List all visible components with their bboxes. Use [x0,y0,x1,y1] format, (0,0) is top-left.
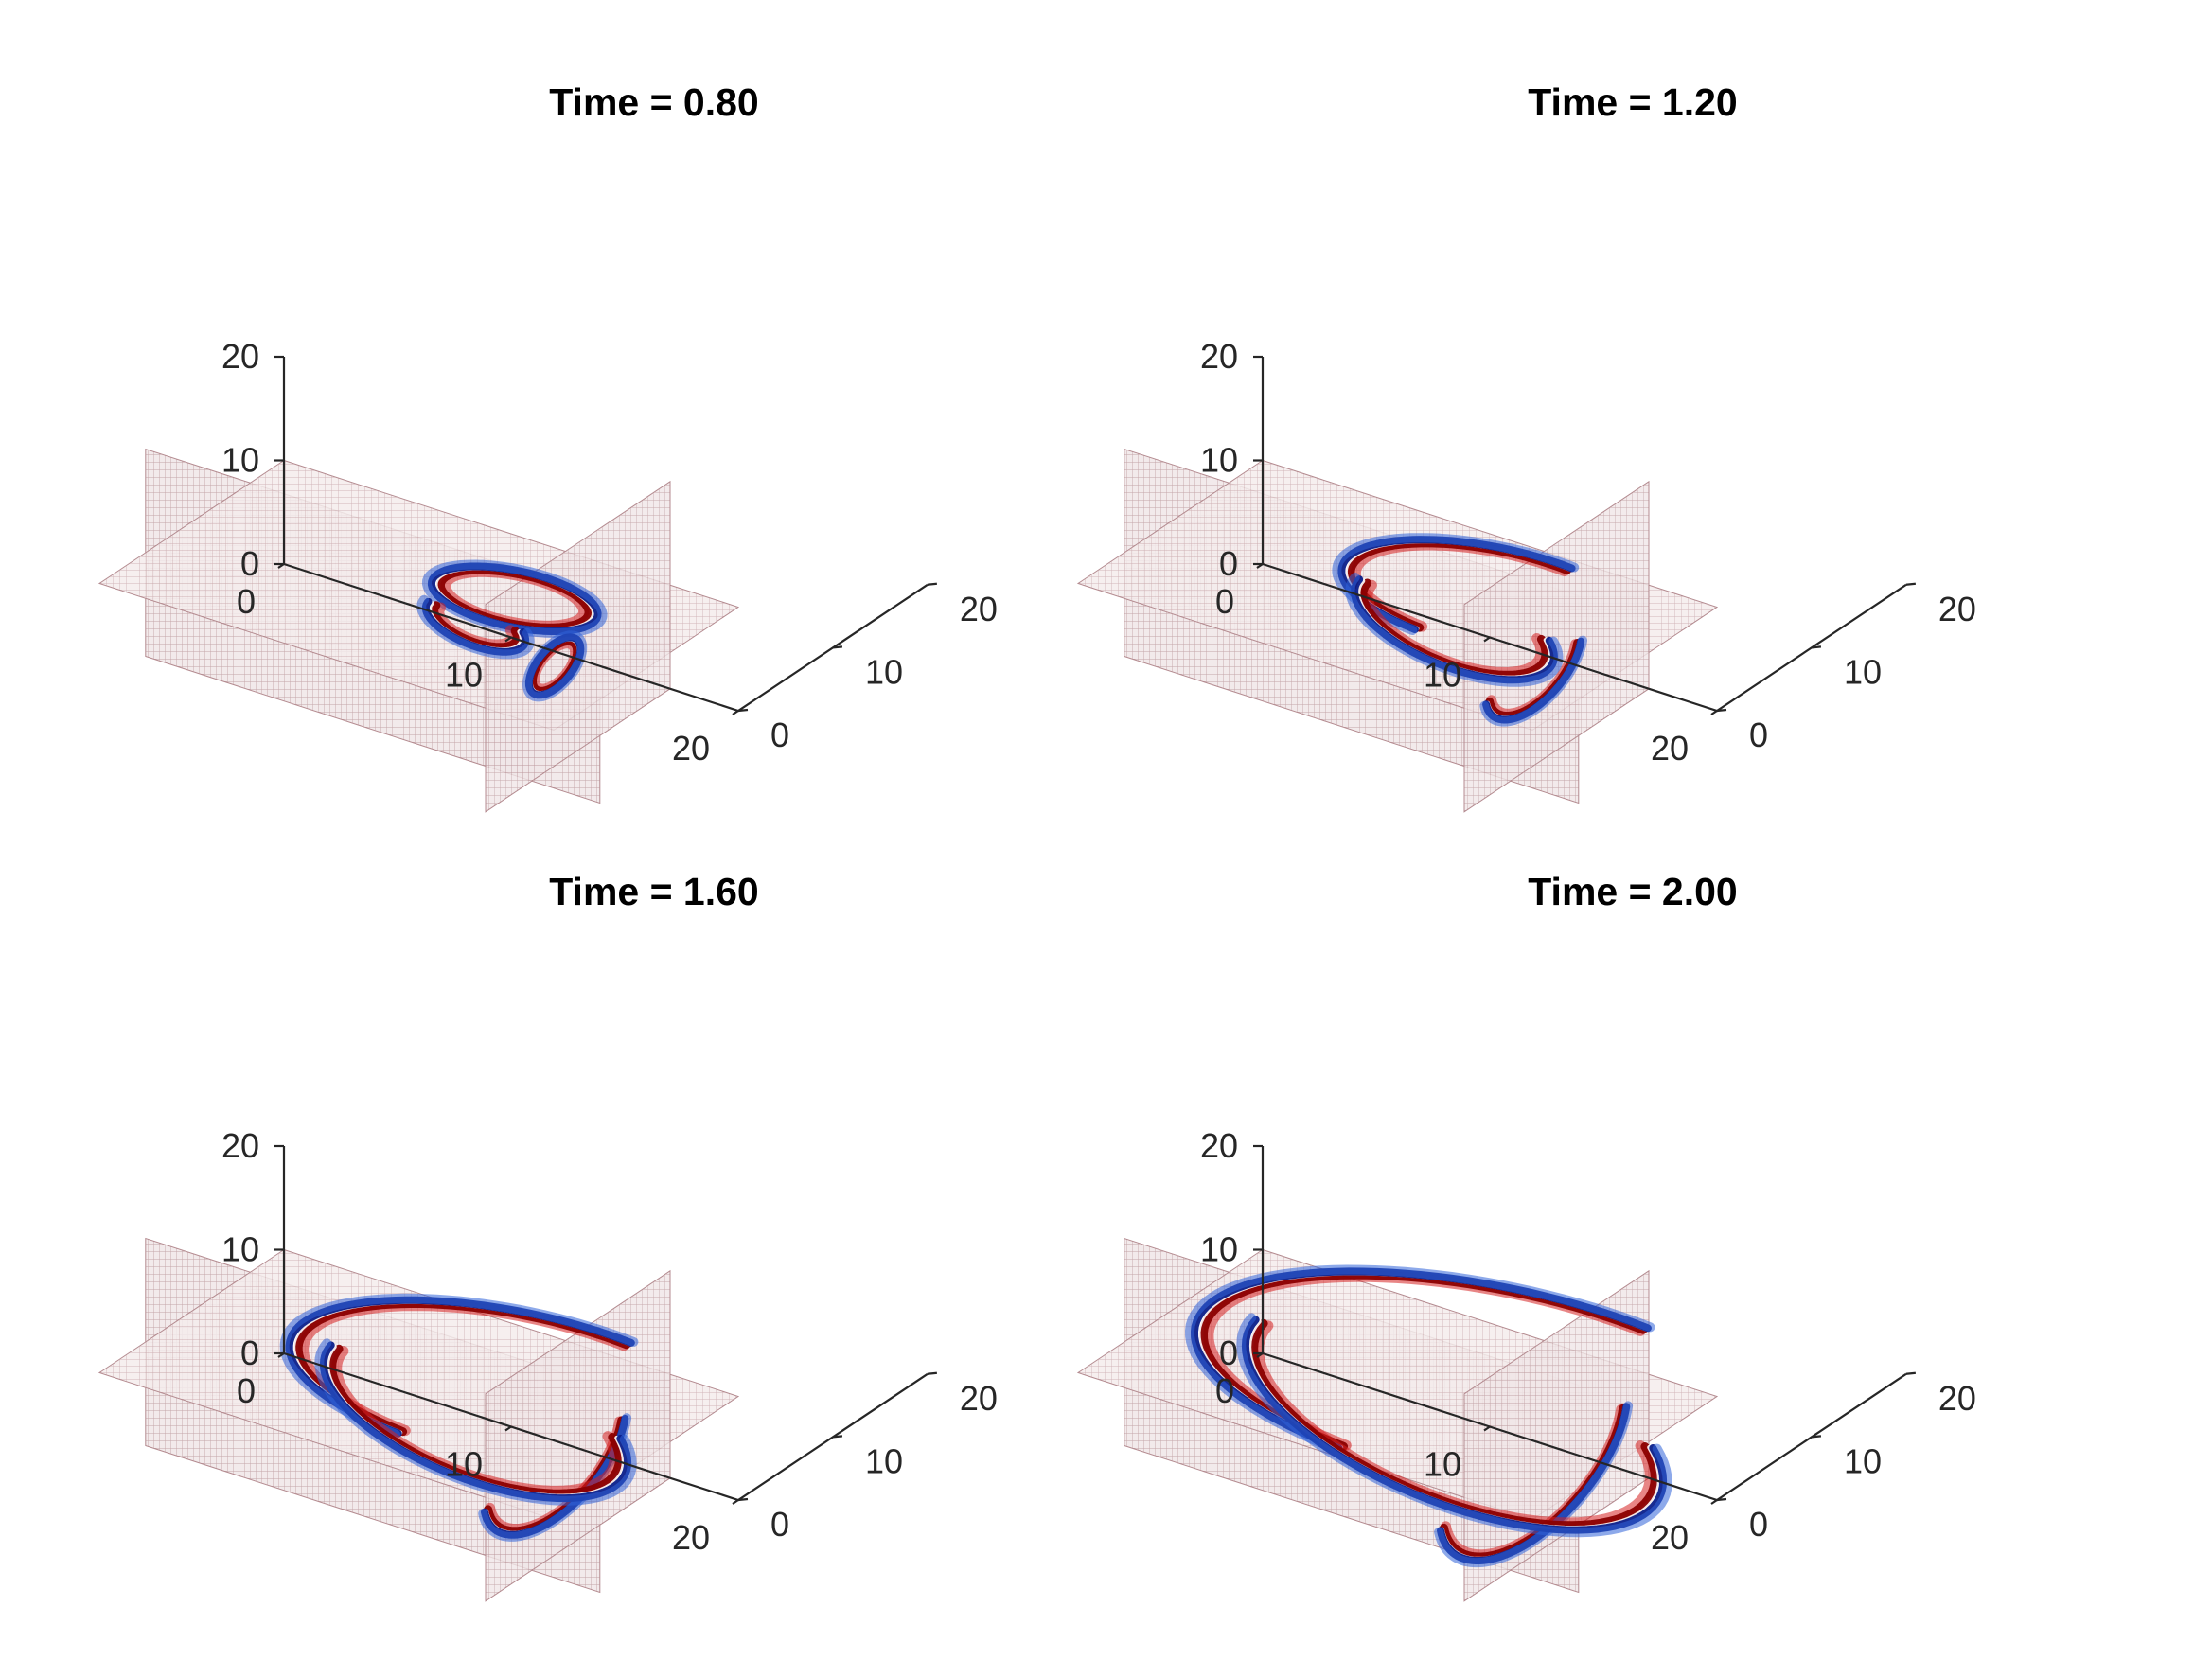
subplot-4: Time = 2.00 0 10 20 0 10 20 20 10 0 [1076,870,1976,1602]
x-tick-label: 0 [237,1371,256,1410]
y-tick-label: 0 [770,715,789,754]
y-tick-label: 0 [770,1505,789,1544]
x-tick-label: 0 [1215,1371,1234,1410]
y-tick-label: 10 [1844,652,1882,691]
y-tick [1716,708,1727,713]
wavefront-z-layer [1185,1264,1655,1455]
z-tick-label: 20 [1200,337,1238,376]
chart-title: Time = 2.00 [1528,870,1737,913]
y-tick [1811,645,1822,649]
x-tick [1710,1499,1718,1505]
x-tick [1256,563,1264,569]
z-tick-label: 10 [1200,441,1238,480]
x-tick [1710,710,1718,715]
chart-title: Time = 1.60 [549,870,758,913]
z-tick-label: 10 [1200,1230,1238,1269]
y-tick-label: 10 [865,652,903,691]
wavefront-x-layer [1479,635,1587,727]
x-tick [277,563,285,569]
wavefront-x-layer [1434,1401,1634,1568]
z-tick-label: 0 [1219,544,1238,583]
x-tick-label: 10 [445,1445,483,1484]
z-tick-label: 0 [240,1333,259,1372]
x-tick [1483,636,1491,643]
x-tick-label: 10 [1424,656,1461,695]
x-tick [732,710,739,715]
z-tick-label: 0 [1219,1333,1238,1372]
chart-title: Time = 0.80 [549,80,758,124]
y-tick [737,1497,749,1502]
x-tick-label: 20 [672,729,710,768]
x-tick-label: 0 [1215,582,1234,621]
y-tick [1716,1497,1727,1502]
wavefront-x-layer [522,630,588,702]
x-tick-label: 20 [672,1518,710,1557]
y-tick-label: 20 [1938,1379,1976,1418]
z-tick-label: 10 [221,1230,259,1269]
x-tick-label: 20 [1651,729,1689,768]
x-tick [732,1499,739,1505]
x-tick [504,636,512,643]
z-tick-label: 0 [240,544,259,583]
z-tick-label: 20 [221,337,259,376]
wavefront-y-layer [314,1338,637,1506]
y-tick-label: 20 [960,590,998,628]
x-tick-label: 10 [1424,1445,1461,1484]
y-tick-label: 20 [960,1379,998,1418]
x-tick [277,1352,285,1358]
x-tick-label: 0 [237,582,256,621]
y-tick [927,1371,937,1375]
x-tick [1256,1352,1264,1358]
x-tick [1483,1425,1491,1432]
wavefront-y-layer [1236,1313,1672,1538]
y-tick-label: 20 [1938,590,1976,628]
y-tick [737,708,749,713]
z-tick-label: 10 [221,441,259,480]
y-tick-label: 0 [1749,715,1768,754]
y-tick [1905,1371,1916,1375]
x-tick-label: 10 [445,656,483,695]
x-tick-label: 20 [1651,1518,1689,1557]
chart-title: Time = 1.20 [1528,80,1737,124]
subplot-2: Time = 1.20 0 10 20 0 10 20 20 10 0 [1076,80,1976,813]
wavefront-z-layer [279,1293,639,1439]
y-tick-label: 10 [865,1441,903,1480]
wavefront-y-layer [1345,573,1564,687]
y-tick [1811,1435,1822,1439]
y-tick [832,645,843,649]
x-tick [504,1425,512,1432]
z-tick-label: 20 [1200,1126,1238,1165]
y-tick [1905,582,1916,586]
y-tick-label: 0 [1749,1505,1768,1544]
subplot-3: Time = 1.60 0 10 20 0 10 20 20 10 0 [97,870,998,1602]
slice-plane-x [485,1269,671,1602]
z-tick-label: 20 [221,1126,259,1165]
y-tick [832,1435,843,1439]
y-tick [927,582,937,586]
wavefront-y-layer [416,594,535,660]
subplot-1: Time = 0.80 0 10 20 0 10 20 20 10 0 [97,80,998,813]
y-tick-label: 10 [1844,1441,1882,1480]
